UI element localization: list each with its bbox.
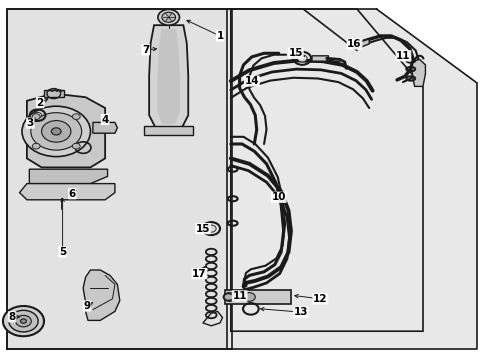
Circle shape: [237, 293, 246, 301]
Polygon shape: [29, 169, 107, 184]
Circle shape: [158, 9, 179, 25]
Polygon shape: [7, 9, 232, 349]
Polygon shape: [20, 184, 115, 200]
Text: 12: 12: [312, 294, 327, 304]
Polygon shape: [411, 59, 425, 86]
Polygon shape: [44, 90, 63, 97]
Text: 15: 15: [195, 224, 210, 234]
Circle shape: [16, 315, 31, 327]
Text: 13: 13: [293, 307, 307, 317]
Circle shape: [32, 143, 40, 149]
Circle shape: [206, 225, 216, 232]
Circle shape: [72, 143, 80, 149]
Circle shape: [224, 293, 235, 301]
Polygon shape: [227, 9, 476, 349]
Circle shape: [3, 306, 44, 336]
Circle shape: [162, 12, 175, 22]
Text: 6: 6: [69, 189, 76, 199]
Polygon shape: [356, 39, 368, 49]
Circle shape: [297, 55, 306, 62]
Text: 5: 5: [59, 247, 66, 257]
Text: 11: 11: [395, 51, 410, 61]
Text: 11: 11: [232, 291, 246, 301]
Polygon shape: [83, 270, 120, 320]
Polygon shape: [149, 25, 188, 130]
Text: 9: 9: [83, 301, 90, 311]
Circle shape: [31, 113, 81, 150]
Text: 16: 16: [346, 39, 361, 49]
Circle shape: [34, 112, 41, 118]
Text: 10: 10: [271, 192, 285, 202]
Polygon shape: [144, 126, 193, 135]
Text: 4: 4: [101, 114, 109, 125]
Circle shape: [51, 128, 61, 135]
Text: 3: 3: [27, 118, 34, 128]
Circle shape: [20, 319, 26, 323]
Text: 1: 1: [216, 31, 223, 41]
Circle shape: [41, 121, 71, 142]
Polygon shape: [311, 56, 328, 61]
Circle shape: [243, 293, 255, 301]
Text: 15: 15: [288, 48, 303, 58]
Text: 8: 8: [9, 312, 16, 322]
Circle shape: [72, 114, 80, 120]
Polygon shape: [157, 29, 180, 124]
Text: 2: 2: [37, 98, 43, 108]
Text: 14: 14: [244, 76, 259, 86]
Polygon shape: [224, 290, 290, 304]
Polygon shape: [93, 122, 117, 133]
Circle shape: [32, 114, 40, 120]
Text: 17: 17: [192, 269, 206, 279]
Polygon shape: [376, 9, 476, 83]
Text: 7: 7: [142, 45, 149, 55]
Circle shape: [22, 106, 90, 157]
Polygon shape: [27, 94, 105, 167]
Circle shape: [9, 310, 38, 332]
